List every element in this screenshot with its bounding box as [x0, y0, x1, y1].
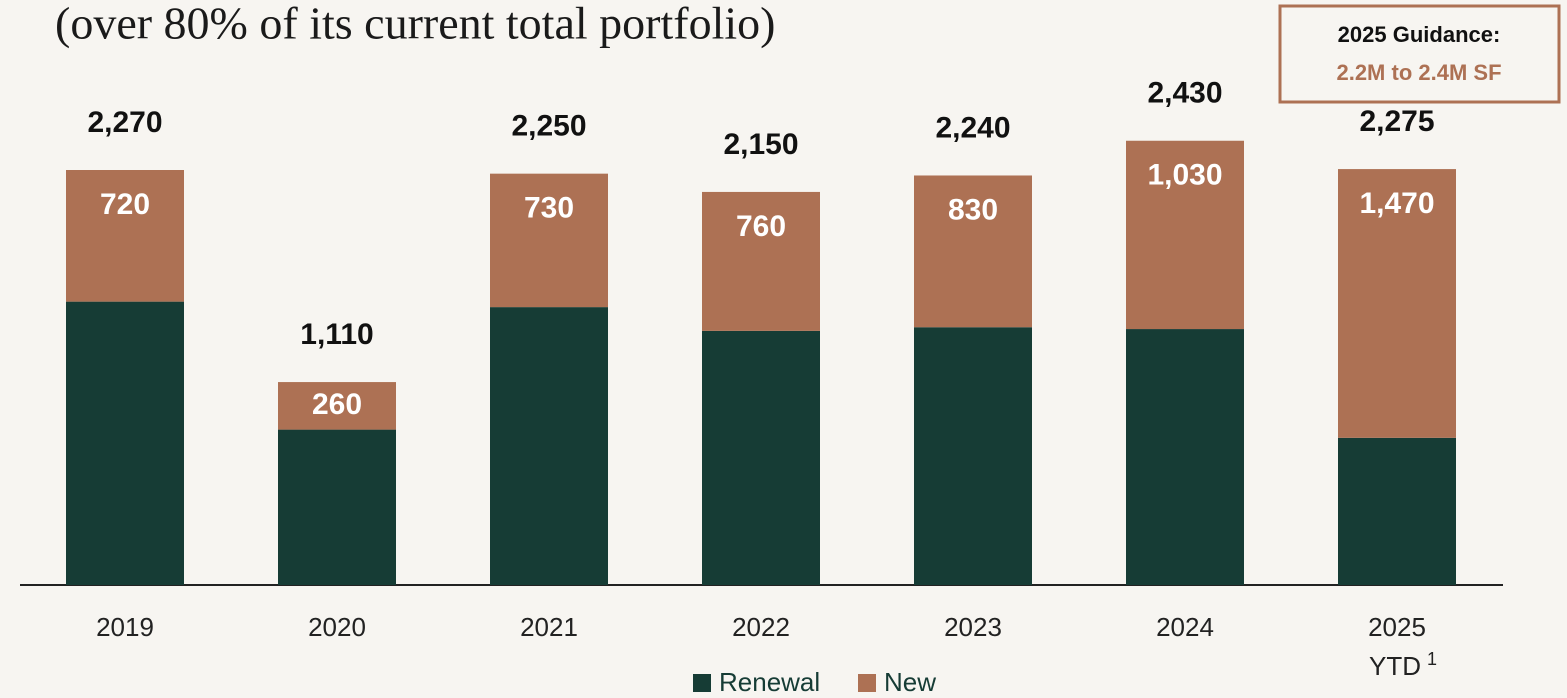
chart-title: (over 80% of its current total portfolio…: [55, 0, 775, 49]
guidance-value: 2.2M to 2.4M SF: [1336, 60, 1501, 85]
x-tick-label: 2021: [520, 612, 578, 642]
bar-segment: [66, 170, 184, 302]
segment-label: 730: [524, 192, 574, 225]
segment-label: 720: [100, 188, 150, 221]
legend-label: New: [884, 667, 936, 697]
bar-segment: [1338, 437, 1456, 585]
segment-label: 830: [948, 193, 998, 226]
x-tick-label: 2019: [96, 612, 154, 642]
bar-segment: [914, 175, 1032, 328]
total-label: 2,430: [1147, 77, 1222, 110]
ytd-label: YTD: [1369, 651, 1421, 681]
guidance-box: [1278, 4, 1561, 104]
x-tick-label: 2024: [1156, 612, 1214, 642]
bar-segment: [66, 301, 184, 585]
total-label: 2,250: [511, 110, 586, 143]
segment-label: 760: [736, 210, 786, 243]
legend-swatch: [693, 674, 711, 692]
bar-segment: [702, 330, 820, 585]
x-tick-label: 2025: [1368, 612, 1426, 642]
bar-segment: [490, 307, 608, 585]
x-tick-label: 2022: [732, 612, 790, 642]
footnote-marker: 1: [1427, 649, 1437, 669]
total-label: 2,240: [935, 111, 1010, 144]
bar-segment: [1126, 140, 1244, 330]
bar-segment: [1126, 329, 1244, 585]
bar-segment: [914, 327, 1032, 585]
total-label: 1,110: [300, 318, 373, 351]
x-tick-label: 2020: [308, 612, 366, 642]
guidance-title: 2025 Guidance:: [1338, 22, 1501, 47]
legend-swatch: [858, 674, 876, 692]
total-label: 2,150: [723, 128, 798, 161]
bar-segment: [278, 382, 396, 430]
legend-label: Renewal: [719, 667, 820, 697]
segment-label: 260: [312, 388, 362, 421]
x-tick-label: 2023: [944, 612, 1002, 642]
bar-segment: [490, 173, 608, 308]
bar-segment: [1338, 169, 1456, 438]
segment-label: 1,030: [1147, 159, 1222, 192]
segment-label: 1,470: [1359, 187, 1434, 220]
bar-segment: [278, 429, 396, 585]
bar-segment: [702, 191, 820, 331]
total-label: 2,275: [1359, 105, 1434, 138]
total-label: 2,270: [87, 106, 162, 139]
